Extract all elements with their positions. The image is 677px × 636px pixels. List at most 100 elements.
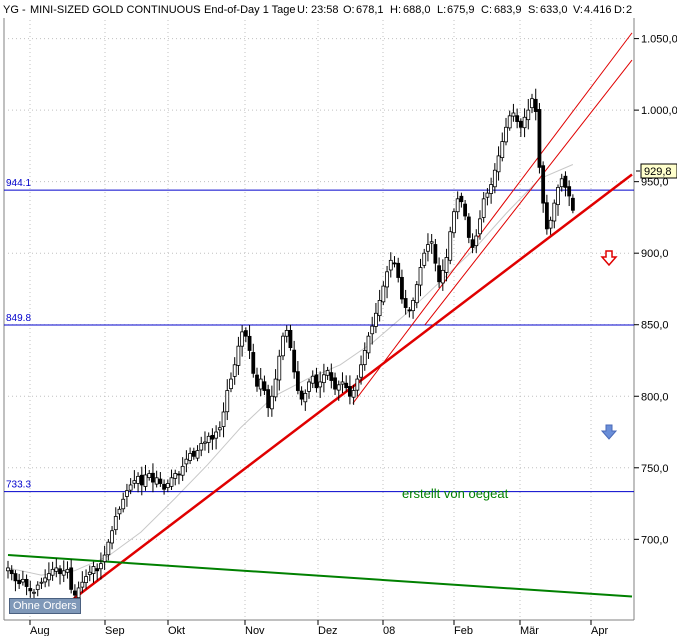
candle-body: [32, 591, 36, 594]
trendline[interactable]: [7, 554, 633, 598]
candle-body: [448, 231, 453, 261]
candle-body: [481, 198, 486, 218]
candle-body: [333, 377, 337, 390]
y-tick-label: 800,0: [641, 391, 669, 403]
candle-body: [504, 126, 508, 143]
candle-body: [24, 578, 29, 587]
candle-body: [65, 568, 70, 573]
candle-body: [303, 392, 308, 403]
horizontal-line-label: 849.8: [6, 313, 31, 324]
candle-body: [151, 472, 155, 483]
candle-body: [255, 374, 259, 387]
status-c-label: C:: [481, 4, 492, 16]
candle-body: [110, 530, 114, 544]
candle-body: [452, 211, 456, 234]
candle-body: [552, 202, 557, 222]
candle-body: [288, 329, 293, 349]
candle-body: [136, 475, 140, 484]
candle-body: [310, 375, 315, 384]
candle-body: [229, 378, 233, 390]
candle-body: [121, 498, 126, 510]
y-tick-label: 750,0: [641, 463, 669, 475]
status-bar: [0, 0, 677, 17]
candle-body: [485, 192, 490, 198]
horizontal-line-label: 733.3: [6, 480, 31, 491]
x-tick-label: Dez: [318, 625, 338, 636]
buy-arrow-icon: [600, 424, 618, 440]
candle-body: [526, 109, 531, 121]
status-period: End-of-Day 1 Tage: [204, 4, 296, 16]
candle-body: [348, 386, 352, 397]
candle-body: [530, 98, 534, 109]
candle-body: [314, 374, 319, 389]
candle-body: [99, 563, 103, 570]
candle-body: [537, 109, 542, 168]
trendline[interactable]: [352, 32, 633, 404]
candle-body: [232, 364, 237, 377]
candle-body: [243, 330, 248, 337]
status-h-label: H:: [390, 4, 401, 16]
candle-body: [195, 450, 200, 459]
status-symbol: YG: [3, 4, 19, 16]
candle-body: [463, 203, 468, 217]
candle-body: [570, 197, 575, 211]
candle-body: [139, 474, 144, 486]
candle-body: [340, 381, 345, 385]
candle-body: [559, 178, 564, 188]
candle-body: [46, 573, 51, 581]
candle-body: [277, 355, 282, 381]
x-tick-label: Apr: [591, 625, 608, 636]
candle-body: [407, 309, 412, 312]
candle-body: [143, 474, 148, 487]
candle-body: [370, 325, 375, 335]
candle-body: [169, 477, 174, 487]
candle-body: [251, 352, 256, 374]
candle-body: [351, 390, 356, 398]
candle-body: [511, 112, 516, 117]
candle-body: [374, 312, 378, 327]
candle-body: [500, 141, 505, 159]
y-tick-label: 1.000,0: [641, 105, 677, 117]
y-tick-label: 1.050,0: [641, 34, 677, 46]
candle-body: [507, 115, 512, 129]
candle-body: [43, 577, 48, 583]
last-price-label: 929,8: [644, 166, 672, 178]
status-v-value: 4.416: [584, 4, 612, 16]
ohne-orders-button[interactable]: Ohne Orders: [9, 598, 81, 614]
horizontal-lines[interactable]: 944.1 849.8 733.3: [4, 178, 634, 493]
candle-body: [180, 465, 185, 476]
status-d-value: 2: [626, 4, 632, 16]
status-c-value: 683,9: [494, 4, 522, 16]
candle-body: [385, 271, 389, 288]
candle-body: [35, 584, 40, 590]
candle-body: [548, 219, 553, 229]
candle-body: [522, 116, 527, 129]
candle-body: [541, 165, 546, 204]
candle-body: [236, 345, 241, 366]
horizontal-line-label: 944.1: [6, 178, 31, 189]
candle-body: [17, 579, 22, 585]
candle-body: [344, 382, 349, 389]
candle-body: [414, 284, 419, 304]
candle-body: [533, 98, 538, 112]
candle-body: [433, 244, 438, 264]
candle-body: [381, 285, 386, 303]
candle-body: [147, 473, 152, 478]
x-tick-label: Feb: [454, 625, 473, 636]
candle-body: [459, 195, 464, 203]
x-tick-label: Aug: [30, 625, 50, 636]
candle-body: [359, 364, 363, 378]
candle-body: [362, 350, 367, 366]
candles: [6, 88, 575, 607]
candle-body: [377, 300, 382, 317]
candle-body: [39, 581, 44, 584]
status-d-label: D:: [614, 4, 625, 16]
trendline[interactable]: [424, 59, 633, 326]
candle-body: [418, 267, 423, 286]
candle-body: [206, 435, 211, 443]
candle-body: [50, 568, 55, 576]
candle-body: [492, 169, 497, 188]
candle-body: [106, 541, 111, 556]
